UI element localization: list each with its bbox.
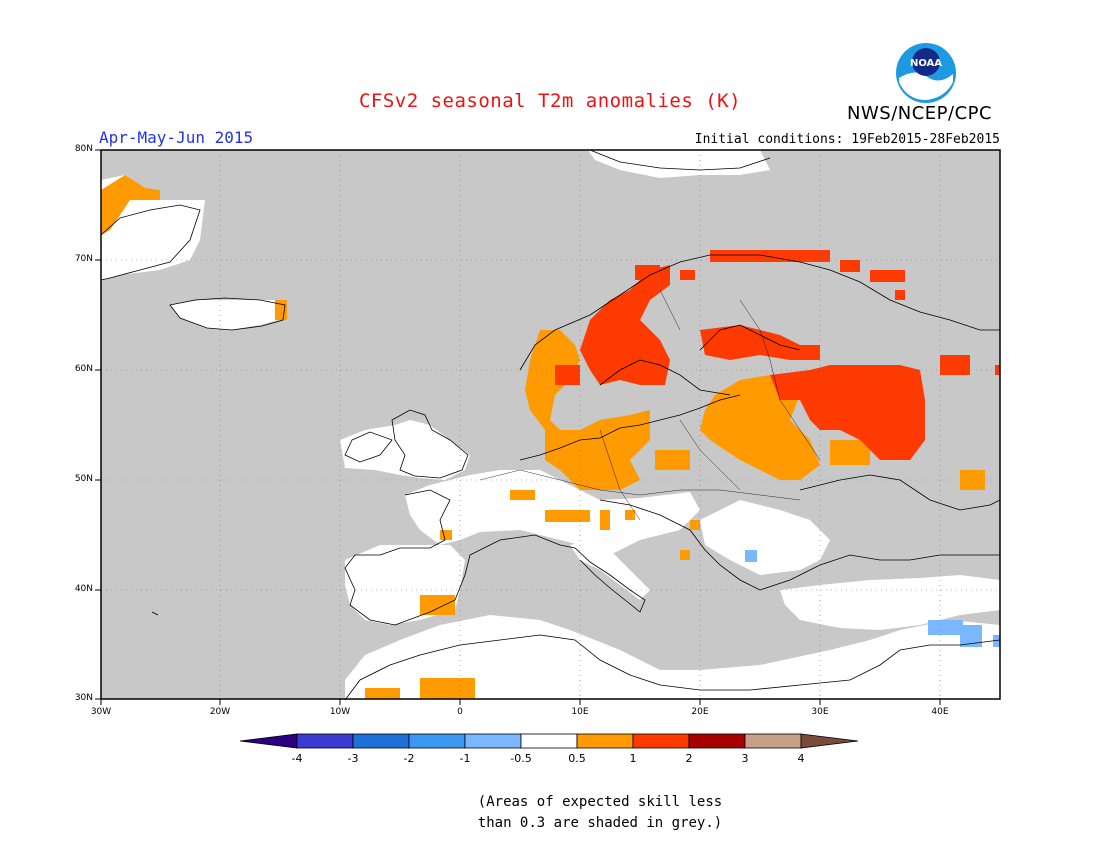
- lon-label-30e: 30E: [811, 707, 829, 717]
- colorbar-cell: [576, 733, 634, 749]
- initial-conditions-label: Initial conditions: 19Feb2015-28Feb2015: [694, 132, 1000, 147]
- map-frame: [100, 149, 1001, 700]
- noaa-logo: NOAA: [896, 43, 956, 103]
- colorbar-cell: [632, 733, 690, 749]
- skill-note-line2: than 0.3 are shaded in grey.): [477, 815, 723, 831]
- lon-label-10e: 10E: [571, 707, 589, 717]
- agency-label: NWS/NCEP/CPC: [847, 103, 993, 124]
- colorbar-cell: [296, 733, 354, 749]
- lat-label-80n: 80N: [74, 144, 93, 154]
- logo-text: NOAA: [910, 58, 942, 69]
- lat-label-60n: 60N: [74, 364, 93, 374]
- colorbar-arrow-right: [800, 733, 859, 749]
- colorbar-label: 0.5: [568, 752, 586, 765]
- colorbar-label: -4: [291, 752, 303, 765]
- lon-label-20w: 20W: [209, 707, 231, 717]
- colorbar-label: 1: [629, 752, 637, 765]
- chart-title: CFSv2 seasonal T2m anomalies (K): [358, 90, 742, 112]
- lat-label-40n: 40N: [74, 584, 93, 594]
- lon-label-30w: 30W: [90, 707, 112, 717]
- skill-note-line1: (Areas of expected skill less: [477, 794, 723, 810]
- lat-label-70n: 70N: [74, 254, 93, 264]
- lon-label-20e: 20E: [691, 707, 709, 717]
- lon-label-40e: 40E: [931, 707, 949, 717]
- colorbar-label: 4: [797, 752, 805, 765]
- lat-label-50n: 50N: [74, 474, 93, 484]
- colorbar-cell: [520, 733, 578, 749]
- anomaly-blue-neg-0-5-to-neg-1: [745, 550, 1000, 647]
- colorbar-cell: [464, 733, 522, 749]
- colorbar-label: -3: [347, 752, 359, 765]
- colorbar-arrow-left: [239, 733, 298, 749]
- colorbar-cell: [688, 733, 746, 749]
- axis-ticks: [95, 149, 941, 705]
- season-label: Apr-May-Jun 2015: [99, 128, 254, 147]
- colorbar-cell: [408, 733, 466, 749]
- skill-note: (Areas of expected skill less than 0.3 a…: [420, 792, 780, 834]
- colorbar-label: 3: [741, 752, 749, 765]
- colorbar-label: -1: [459, 752, 471, 765]
- anomaly-red-1-to-2: [555, 250, 1000, 460]
- coastlines: [100, 149, 1001, 701]
- lat-label-30n: 30N: [74, 693, 93, 703]
- country-borders: [479, 289, 821, 521]
- colorbar-label: -0.5: [510, 752, 532, 765]
- lon-label-10w: 10W: [329, 707, 351, 717]
- colorbar-cell: [352, 733, 410, 749]
- colorbar-cell: [744, 733, 802, 749]
- colorbar-label: -2: [403, 752, 415, 765]
- colorbar-label: 2: [685, 752, 693, 765]
- lon-label-0: 0: [457, 707, 463, 717]
